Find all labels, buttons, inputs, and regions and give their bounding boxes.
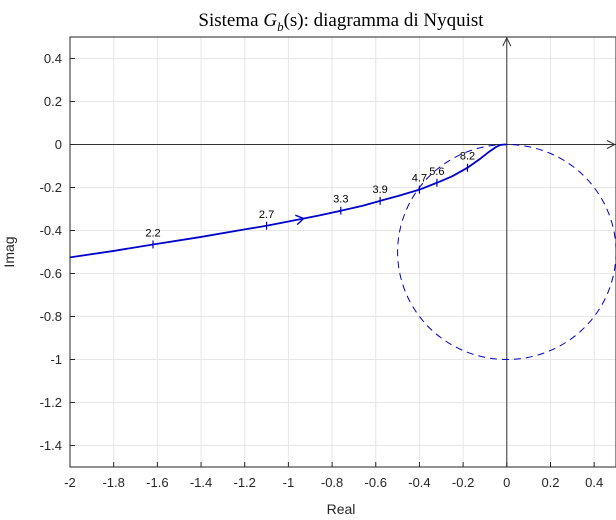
chart-title-suffix: : diagramma di Nyquist [304,10,485,31]
frequency-label: 3.3 [333,194,348,206]
frequency-label: 5.6 [429,166,444,178]
zero-axes [70,36,616,467]
chart-title-prefix: Sistema [198,10,263,31]
direction-arrowhead [295,214,305,226]
x-tick-label: -1.2 [234,475,256,490]
y-tick-label: 0.2 [44,94,62,109]
tick-marks [69,58,595,467]
x-tick-label: -1.8 [102,475,124,490]
frequency-label: 2.2 [145,227,160,239]
x-tick-label: 0.2 [541,475,559,490]
y-tick-label: -0.6 [40,266,62,281]
chart-title-subscript: b [277,19,284,34]
y-axis-label: Imag [1,236,17,267]
real-axis-arrowhead [606,140,616,149]
frequency-label: 8.2 [460,151,475,163]
x-axis-label: Real [327,501,356,517]
x-tick-label: -1.4 [190,475,212,490]
y-tick-label: -0.2 [40,180,62,195]
chart-title-argument: (s) [284,10,304,31]
x-tick-label: 0.4 [585,475,603,490]
chart-title-symbol: G [263,10,277,31]
x-tick-label: 0 [503,475,510,490]
frequency-label: 4.7 [412,173,427,185]
x-tick-label: -1.6 [146,475,168,490]
plot-frame [69,36,616,468]
plot-area [70,37,616,467]
y-tick-label: -1.4 [40,438,62,453]
y-tick-label: -0.4 [40,223,62,238]
x-tick-label: -2 [64,475,76,490]
chart-title: Sistema Gb(s): diagramma di Nyquist [198,10,484,34]
y-tick-label: -1 [50,352,62,367]
frequency-label: 2.7 [259,209,274,221]
frequency-label: 3.9 [372,184,387,196]
x-tick-label: -0.8 [321,475,343,490]
y-tick-label: -1.2 [40,395,62,410]
x-tick-label: -1 [283,475,295,490]
x-tick-label: -0.2 [452,475,474,490]
y-tick-label: -0.8 [40,309,62,324]
x-tick-label: -0.4 [408,475,430,490]
x-tick-label: -0.6 [365,475,387,490]
imag-axis-arrowhead [502,36,512,47]
y-tick-label: 0.4 [44,51,62,66]
plot-content: 2.2 2.7 3.3 3.9 4.75.6 8.2 [70,143,616,360]
y-tick-label: 0 [55,137,62,152]
